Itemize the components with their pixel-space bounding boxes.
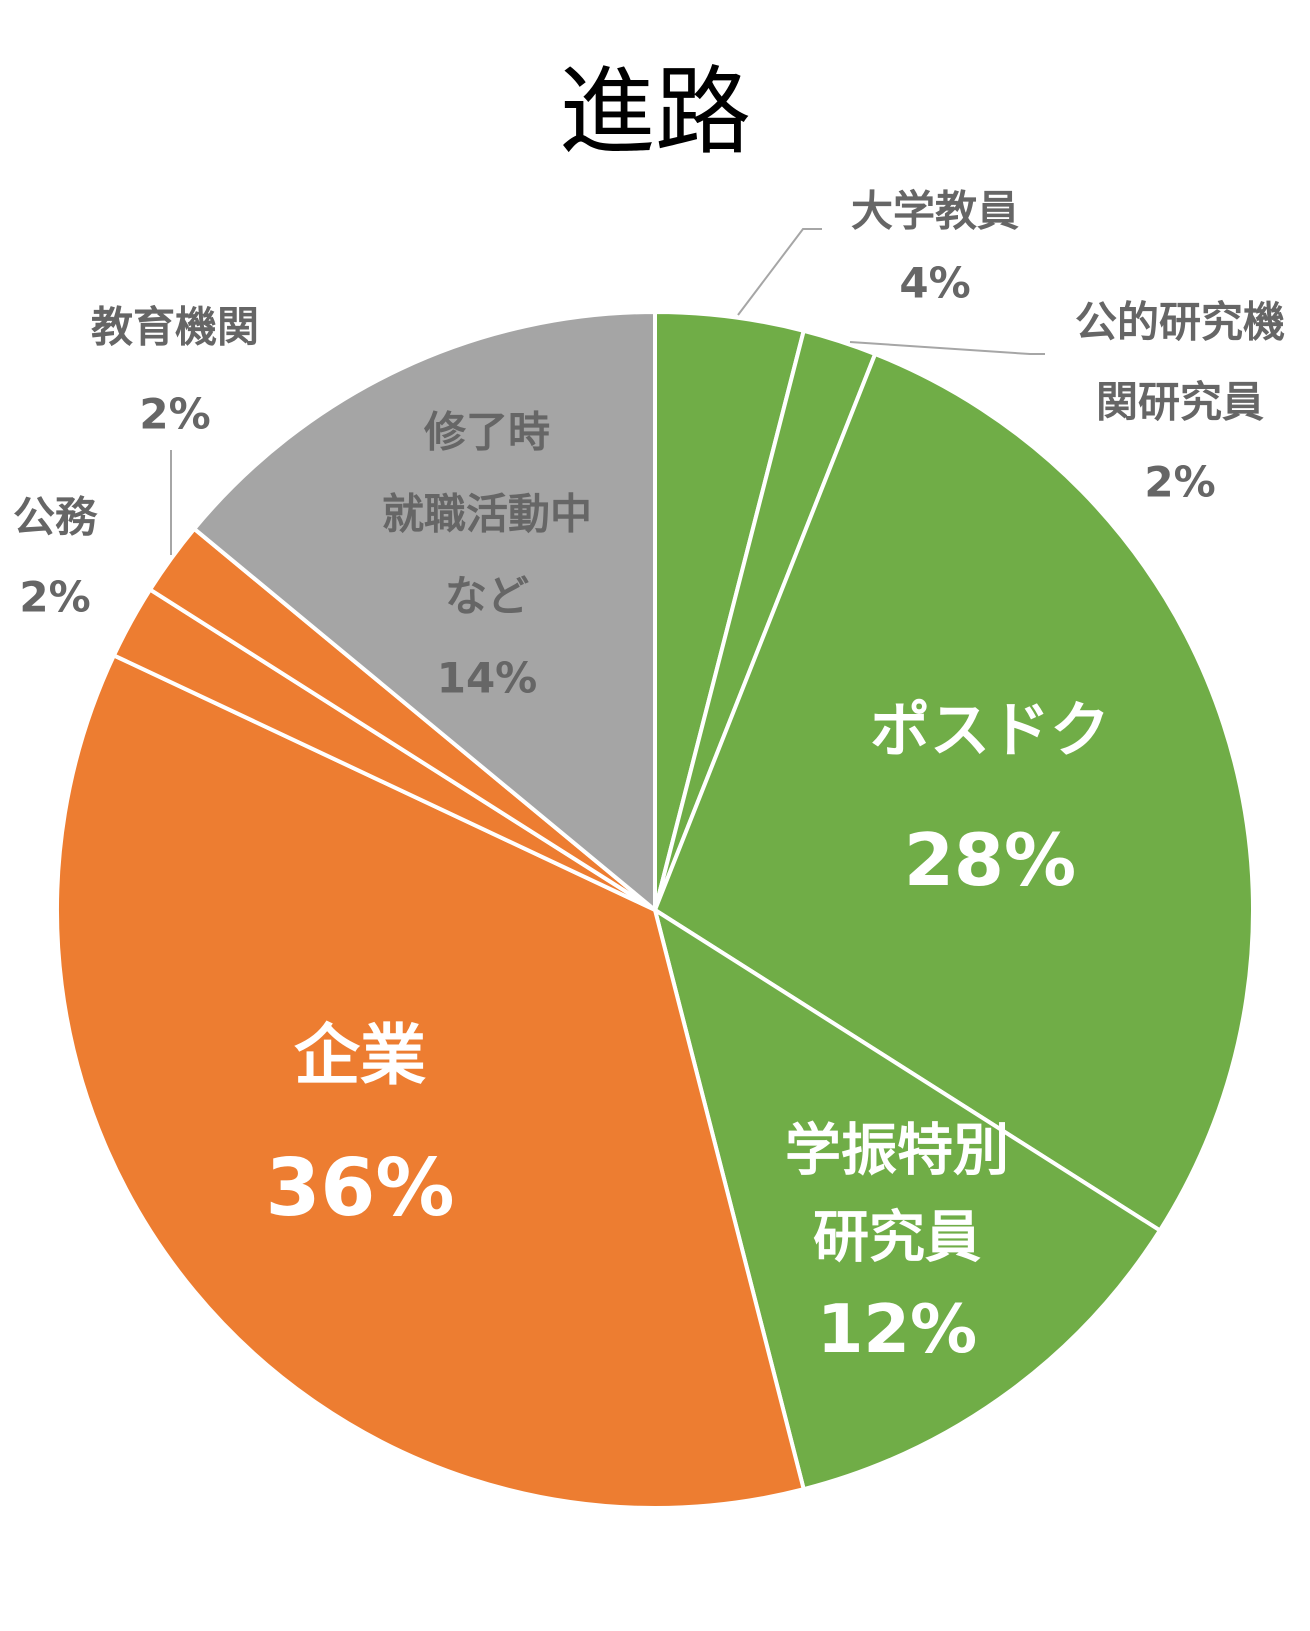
chart-title: 進路	[559, 56, 751, 168]
slice-value-label: 12%	[817, 1290, 977, 1368]
pie-slices	[54, 310, 1255, 1510]
slice-value-label: 4%	[899, 259, 970, 308]
pie-slice	[192, 310, 657, 912]
leader-line	[849, 341, 1045, 355]
pie-slice	[653, 908, 1162, 1492]
slice-label: 関研究員	[1096, 378, 1264, 427]
pie-slice	[54, 653, 806, 1510]
slice-value-label: 2%	[19, 573, 90, 622]
slice-label: 修了時	[424, 408, 550, 457]
slice-value-label: 36%	[265, 1142, 454, 1234]
slice-label: 就職活動中	[382, 490, 592, 539]
slice-label: など	[445, 572, 529, 621]
slice-label: 公務	[13, 493, 98, 542]
slice-value-label: 2%	[139, 390, 210, 439]
slice-label: 学振特別	[785, 1119, 1009, 1184]
slice-value-label: 14%	[437, 654, 538, 703]
slice-label: ポスドク	[870, 696, 1110, 766]
slice-value-label: 28%	[904, 818, 1076, 902]
slice-label: 公的研究機	[1075, 298, 1285, 347]
slice-label: 研究員	[813, 1206, 981, 1271]
slice-label: 大学教員	[851, 187, 1019, 236]
slice-label: 教育機関	[91, 303, 259, 352]
slice-label: 企業	[294, 1017, 426, 1094]
slice-value-label: 2%	[1144, 458, 1215, 507]
leader-lines	[170, 228, 1045, 555]
pie-slice	[653, 351, 1255, 1233]
leader-line	[737, 228, 822, 316]
